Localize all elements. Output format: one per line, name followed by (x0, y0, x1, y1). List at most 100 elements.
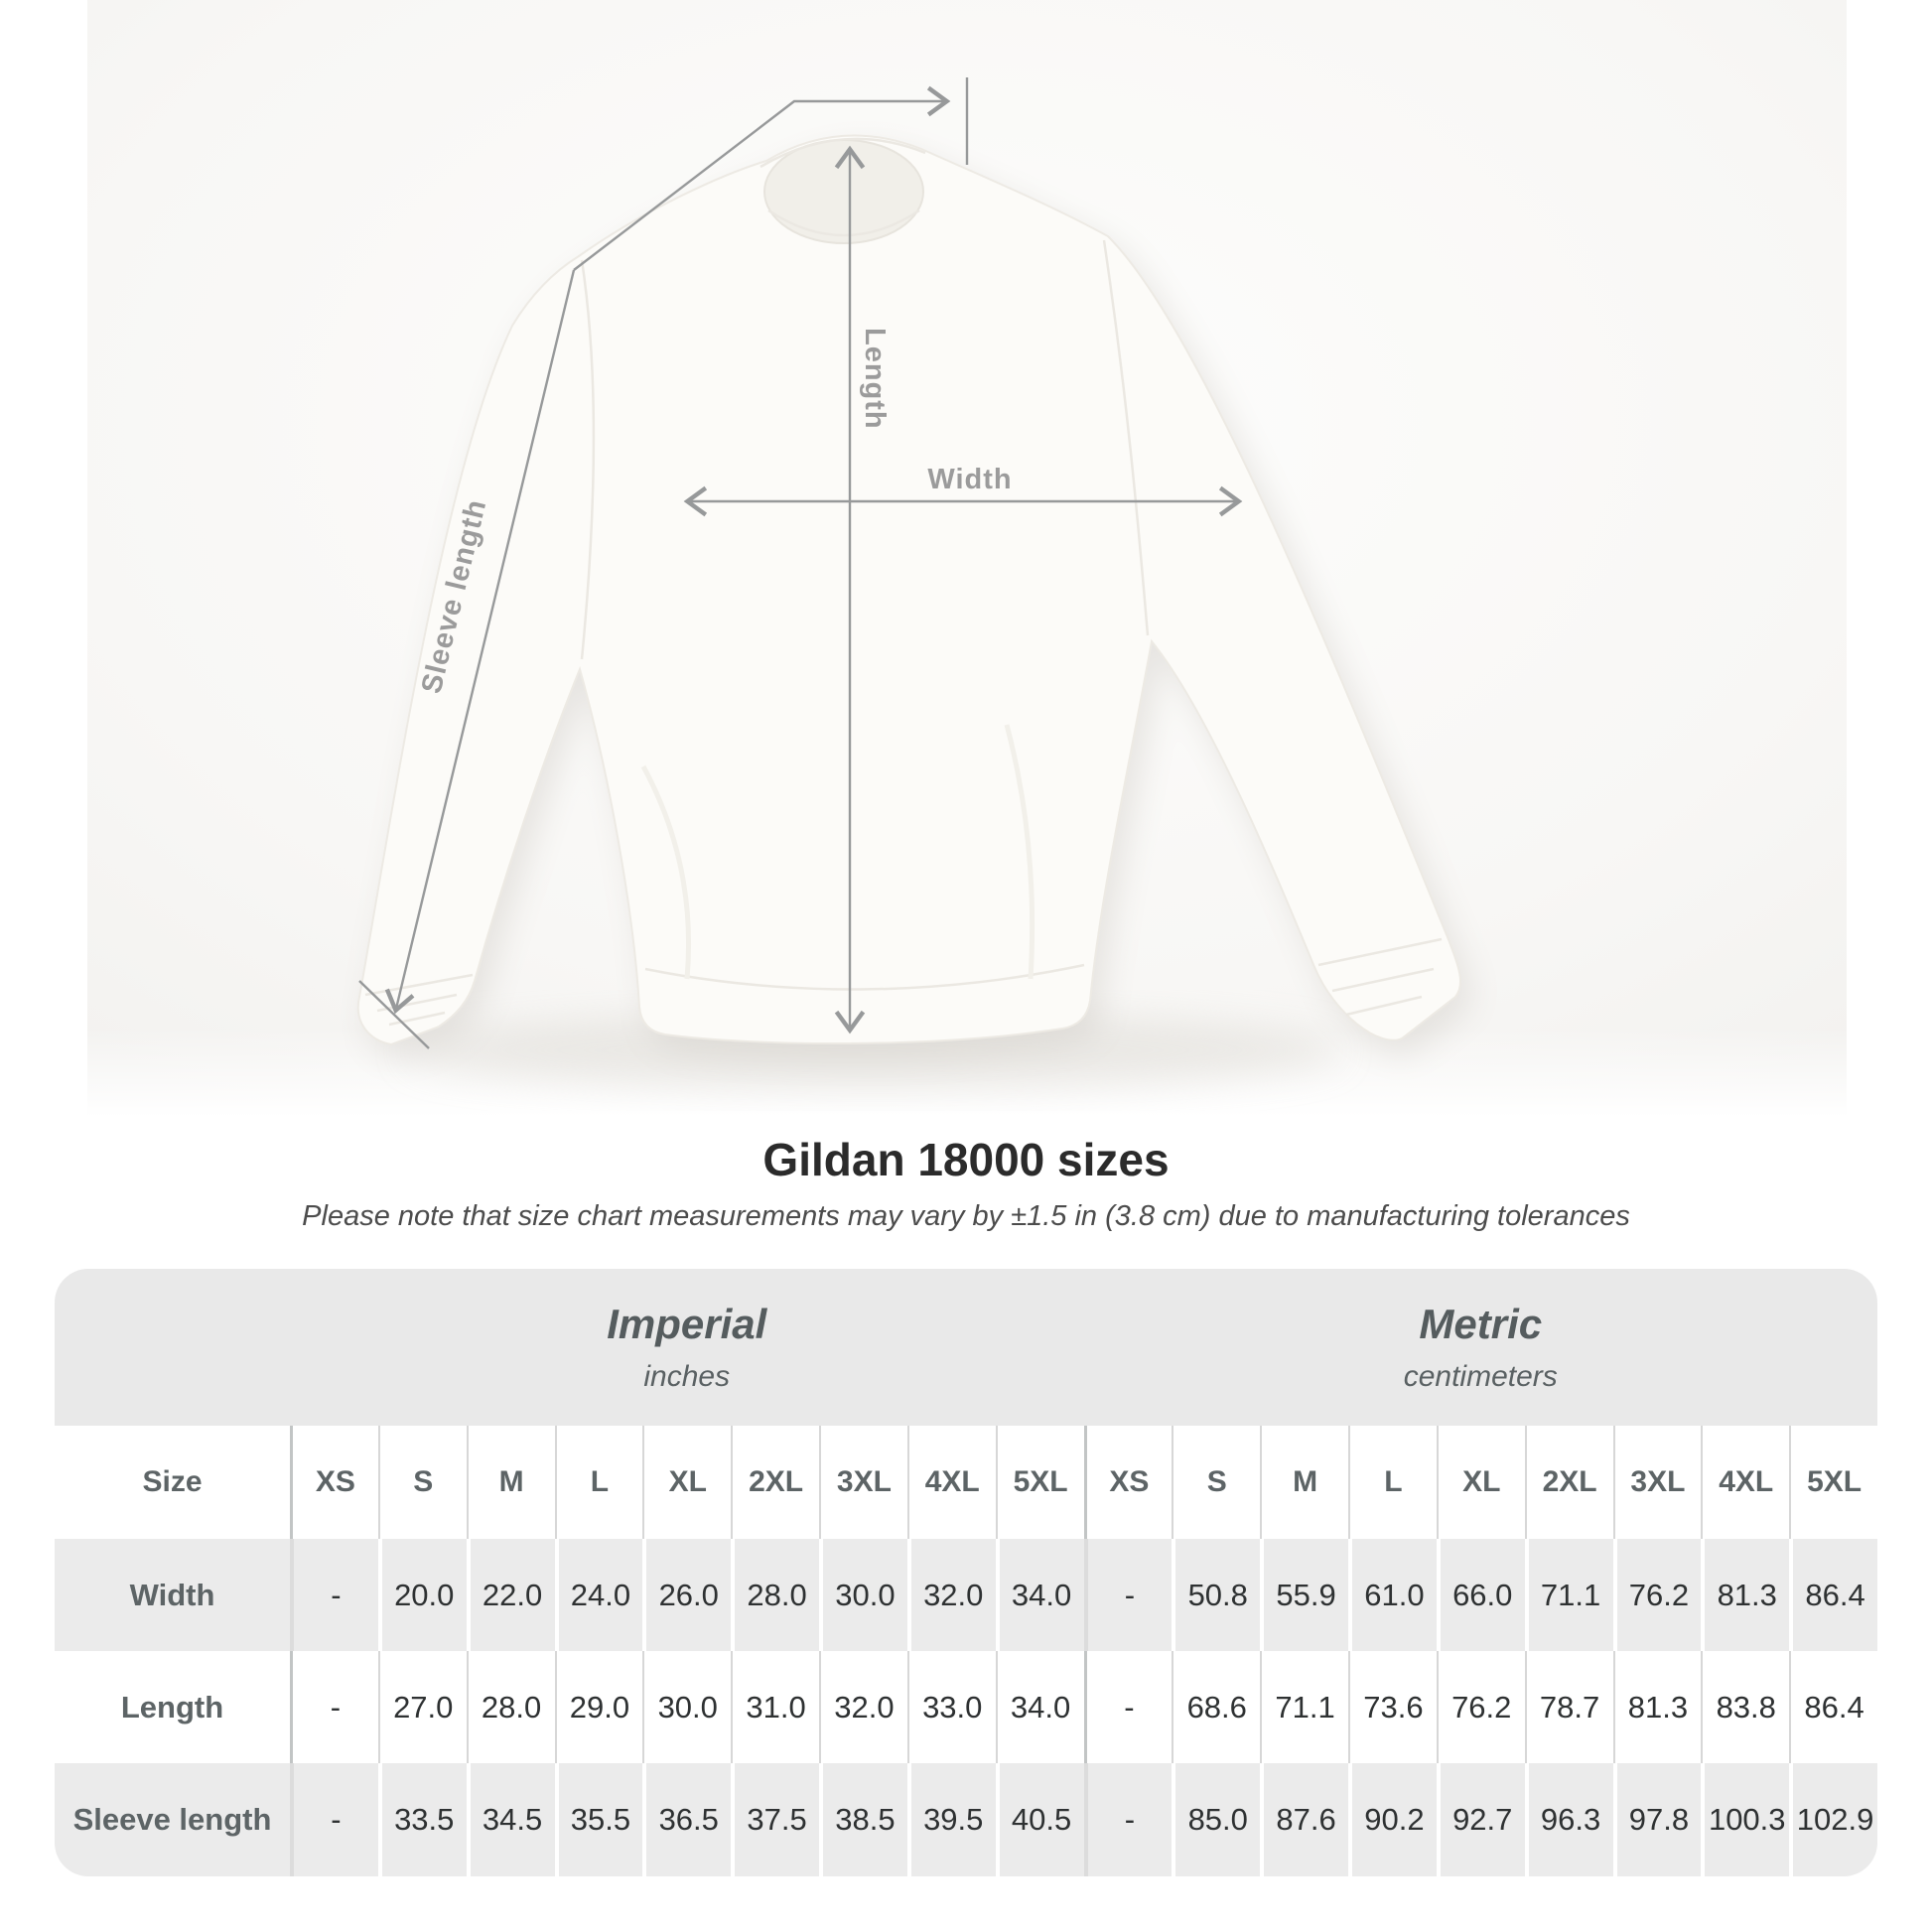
value-cell: 28.0 (466, 1651, 555, 1763)
group-unit: centimeters (1403, 1360, 1558, 1393)
shoulder-reference-line (573, 85, 951, 271)
value-cell: 102.9 (1789, 1763, 1877, 1876)
size-header-imperial-5xl: 5XL (995, 1426, 1084, 1539)
value-cell: - (290, 1763, 378, 1876)
length-label: Length (859, 328, 891, 430)
value-cell: 81.3 (1612, 1651, 1702, 1763)
cuff-seam-right (1317, 937, 1443, 1017)
value-cell: 76.2 (1436, 1651, 1525, 1763)
table-header-corner (55, 1269, 290, 1426)
size-header-metric-m: M (1260, 1426, 1348, 1539)
value-cell: 87.6 (1260, 1763, 1348, 1876)
size-header-imperial-s: S (377, 1426, 467, 1539)
measurement-overlay: Length Width Sleeve length (358, 77, 1243, 1049)
value-cell: 40.5 (995, 1763, 1084, 1876)
size-header-metric-xs: XS (1083, 1426, 1173, 1539)
value-cell: 97.8 (1612, 1763, 1702, 1876)
width-label: Width (927, 464, 1012, 495)
value-cell: 34.0 (995, 1539, 1084, 1651)
value-cell: 76.2 (1612, 1539, 1702, 1651)
group-name: Metric (1419, 1301, 1543, 1347)
shoulder-seam-right (1102, 239, 1150, 636)
collar-outer-seam (759, 137, 926, 169)
value-cell: 100.3 (1701, 1763, 1790, 1876)
size-header-imperial-xl: XL (642, 1426, 732, 1539)
value-cell: 36.5 (642, 1763, 732, 1876)
value-cell: - (1083, 1763, 1173, 1876)
shoulder-seam-left (580, 259, 596, 660)
tolerance-note: Please note that size chart measurements… (302, 1200, 1630, 1232)
value-cell: 71.1 (1524, 1539, 1613, 1651)
size-column-header: Size (55, 1426, 290, 1539)
value-cell: 29.0 (554, 1651, 643, 1763)
size-header-imperial-l: L (554, 1426, 643, 1539)
row-label-width: Width (55, 1539, 290, 1651)
value-cell: 22.0 (466, 1539, 555, 1651)
value-cell: - (290, 1539, 378, 1651)
value-cell: 33.5 (377, 1763, 467, 1876)
size-header-metric-xl: XL (1436, 1426, 1525, 1539)
value-cell: 85.0 (1172, 1763, 1261, 1876)
value-cell: 86.4 (1789, 1539, 1877, 1651)
value-cell: 31.0 (731, 1651, 819, 1763)
group-unit: inches (643, 1360, 731, 1393)
value-cell: 37.5 (731, 1763, 819, 1876)
row-label-length: Length (55, 1651, 290, 1763)
size-header-imperial-2xl: 2XL (731, 1426, 819, 1539)
size-header-metric-3xl: 3XL (1612, 1426, 1702, 1539)
value-cell: 35.5 (554, 1763, 643, 1876)
value-cell: - (290, 1651, 378, 1763)
value-cell: 55.9 (1260, 1539, 1348, 1651)
value-cell: 71.1 (1260, 1651, 1348, 1763)
unit-group-header-imperial: Imperial inches (290, 1269, 1084, 1426)
sweatshirt-diagram: Length Width Sleeve length (87, 0, 1847, 1117)
value-cell: 34.0 (995, 1651, 1084, 1763)
unit-group-header-metric: Metric centimeters (1083, 1269, 1877, 1426)
value-cell: 20.0 (377, 1539, 467, 1651)
group-name: Imperial (607, 1301, 767, 1347)
garment-shadow (407, 1013, 1340, 1088)
sleeve-end-slash (358, 980, 430, 1049)
size-header-imperial-4xl: 4XL (906, 1426, 996, 1539)
size-chart-page: Length Width Sleeve length Gildan 18000 … (55, 0, 1877, 1876)
collar-opening (763, 139, 924, 244)
value-cell: 50.8 (1172, 1539, 1261, 1651)
value-cell: 34.5 (466, 1763, 555, 1876)
value-cell: - (1083, 1651, 1173, 1763)
value-cell: 61.0 (1348, 1539, 1437, 1651)
page-title: Gildan 18000 sizes (762, 1134, 1170, 1185)
value-cell: 32.0 (906, 1539, 996, 1651)
size-header-imperial-m: M (466, 1426, 555, 1539)
fabric-fold-left (640, 764, 692, 980)
value-cell: 30.0 (819, 1539, 907, 1651)
size-header-metric-l: L (1348, 1426, 1437, 1539)
sleeve-dimension-line (384, 269, 576, 1015)
value-cell: - (1083, 1539, 1173, 1651)
value-cell: 38.5 (819, 1763, 907, 1876)
size-header-metric-2xl: 2XL (1524, 1426, 1613, 1539)
value-cell: 86.4 (1789, 1651, 1877, 1763)
value-cell: 26.0 (642, 1539, 732, 1651)
value-cell: 27.0 (377, 1651, 467, 1763)
value-cell: 32.0 (819, 1651, 907, 1763)
size-header-imperial-3xl: 3XL (819, 1426, 907, 1539)
size-header-imperial-xs: XS (290, 1426, 378, 1539)
size-header-metric-5xl: 5XL (1789, 1426, 1877, 1539)
value-cell: 39.5 (906, 1763, 996, 1876)
value-cell: 24.0 (554, 1539, 643, 1651)
value-cell: 28.0 (731, 1539, 819, 1651)
row-label-sleeve-length: Sleeve length (55, 1763, 290, 1876)
size-table: Imperial inches Metric centimeters Size XS S M L… (55, 1269, 1877, 1876)
value-cell: 30.0 (642, 1651, 732, 1763)
sweatshirt-body (356, 134, 1462, 1046)
value-cell: 78.7 (1524, 1651, 1613, 1763)
value-cell: 33.0 (906, 1651, 996, 1763)
value-cell: 73.6 (1348, 1651, 1437, 1763)
fabric-fold-right (1004, 724, 1035, 980)
value-cell: 92.7 (1436, 1763, 1525, 1876)
value-cell: 81.3 (1701, 1539, 1790, 1651)
value-cell: 90.2 (1348, 1763, 1437, 1876)
value-cell: 83.8 (1701, 1651, 1790, 1763)
size-header-metric-s: S (1172, 1426, 1261, 1539)
size-header-metric-4xl: 4XL (1701, 1426, 1790, 1539)
